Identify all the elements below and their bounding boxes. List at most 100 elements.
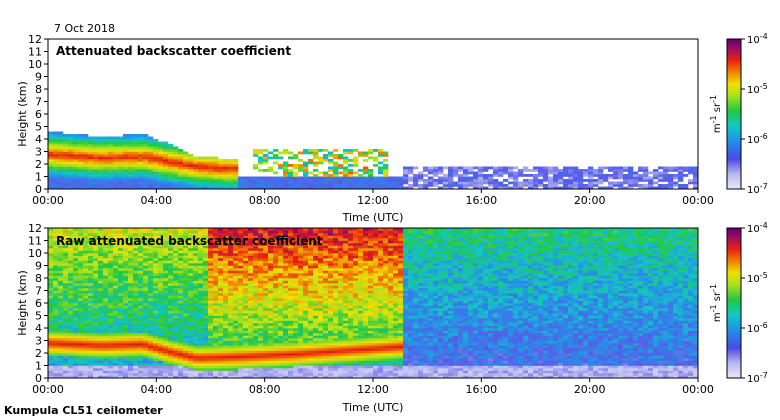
heatmap-cell <box>218 283 224 286</box>
heatmap-cell <box>183 228 189 231</box>
heatmap-cell <box>263 375 269 378</box>
heatmap-cell <box>143 268 149 271</box>
heatmap-cell <box>118 295 124 299</box>
heatmap-cell <box>228 303 234 306</box>
heatmap-cell <box>218 240 224 244</box>
heatmap-cell <box>173 293 179 296</box>
heatmap-cell <box>118 310 124 314</box>
heatmap-cell <box>113 270 119 274</box>
heatmap-cell <box>263 238 269 241</box>
heatmap-cell <box>163 181 169 185</box>
heatmap-cell <box>268 318 274 321</box>
heatmap-cell <box>143 265 149 269</box>
heatmap-cell <box>108 320 114 324</box>
heatmap-cell <box>308 295 314 299</box>
heatmap-cell <box>93 338 99 341</box>
heatmap-cell <box>258 263 264 266</box>
heatmap-cell <box>383 181 389 185</box>
heatmap-cell <box>328 176 334 180</box>
heatmap-cell <box>333 350 339 354</box>
heatmap-cell <box>488 184 494 187</box>
heatmap-cell <box>183 253 189 256</box>
heatmap-cell <box>113 303 119 306</box>
heatmap-cell <box>288 278 294 281</box>
heatmap-cell <box>158 375 164 378</box>
heatmap-cell <box>173 315 179 319</box>
heatmap-cell <box>253 260 259 264</box>
heatmap-cell <box>228 318 234 321</box>
heatmap-cell <box>293 330 299 334</box>
colorbar-unit-label: m-1 sr-1 <box>709 95 723 133</box>
heatmap-cell <box>148 144 154 147</box>
heatmap-cell <box>53 323 59 326</box>
heatmap-cell <box>178 156 184 160</box>
heatmap-cell <box>523 166 529 170</box>
heatmap-cell <box>93 373 99 376</box>
heatmap-cell <box>203 268 209 271</box>
heatmap-cell <box>73 243 79 246</box>
heatmap-cell <box>208 298 214 301</box>
heatmap-cell <box>288 253 294 256</box>
heatmap-cell <box>143 134 149 137</box>
heatmap-cell <box>48 280 54 284</box>
heatmap-cell <box>163 300 169 304</box>
heatmap-cell <box>93 303 99 306</box>
heatmap-cell <box>63 343 69 346</box>
heatmap-cell <box>203 245 209 249</box>
heatmap-cell <box>103 149 109 152</box>
heatmap-cell <box>98 360 104 364</box>
heatmap-cell <box>328 298 334 301</box>
heatmap-cell <box>138 360 144 364</box>
heatmap-cell <box>108 238 114 241</box>
heatmap-cell <box>123 353 129 356</box>
heatmap-cell <box>58 166 64 170</box>
heatmap-cell <box>158 263 164 266</box>
heatmap-cell <box>363 184 369 187</box>
heatmap-cell <box>263 184 269 187</box>
heatmap-cell <box>78 174 84 177</box>
heatmap-cell <box>138 258 144 261</box>
heatmap-cell <box>288 340 294 344</box>
heatmap-cell <box>313 353 319 356</box>
heatmap-cell <box>78 255 84 259</box>
heatmap-cell <box>218 293 224 296</box>
heatmap-cell <box>138 228 144 231</box>
heatmap-cell <box>243 355 249 359</box>
heatmap-cell <box>123 159 129 162</box>
heatmap-cell <box>113 355 119 359</box>
heatmap-cell <box>298 280 304 284</box>
heatmap-cell <box>393 179 399 182</box>
heatmap-cell <box>313 230 319 234</box>
heatmap-cell <box>603 179 609 182</box>
heatmap-cell <box>283 330 289 334</box>
heatmap-cell <box>68 343 74 346</box>
heatmap-cell <box>123 171 129 175</box>
heatmap-cell <box>158 235 164 239</box>
heatmap-cell <box>148 250 154 254</box>
heatmap-cell <box>433 174 439 177</box>
heatmap-cell <box>318 283 324 286</box>
heatmap-cell <box>88 149 94 152</box>
heatmap-cell <box>213 285 219 289</box>
heatmap-cell <box>303 353 309 356</box>
heatmap-cell <box>288 275 294 279</box>
heatmap-cell <box>308 248 314 251</box>
heatmap-cell <box>68 300 74 304</box>
heatmap-cell <box>288 290 294 294</box>
heatmap-cell <box>208 348 214 351</box>
heatmap-cell <box>183 230 189 234</box>
heatmap-cell <box>138 144 144 147</box>
heatmap-cell <box>108 288 114 291</box>
heatmap-cell <box>468 179 474 182</box>
heatmap-cell <box>63 144 69 147</box>
heatmap-cell <box>118 156 124 160</box>
heatmap-cell <box>148 310 154 314</box>
heatmap-cell <box>168 270 174 274</box>
heatmap-cell <box>73 355 79 359</box>
heatmap-cell <box>78 305 84 309</box>
heatmap-cell <box>258 373 264 376</box>
heatmap-cell <box>113 258 119 261</box>
heatmap-cell <box>158 373 164 376</box>
heatmap-cell <box>228 368 234 371</box>
heatmap-cell <box>528 186 534 189</box>
